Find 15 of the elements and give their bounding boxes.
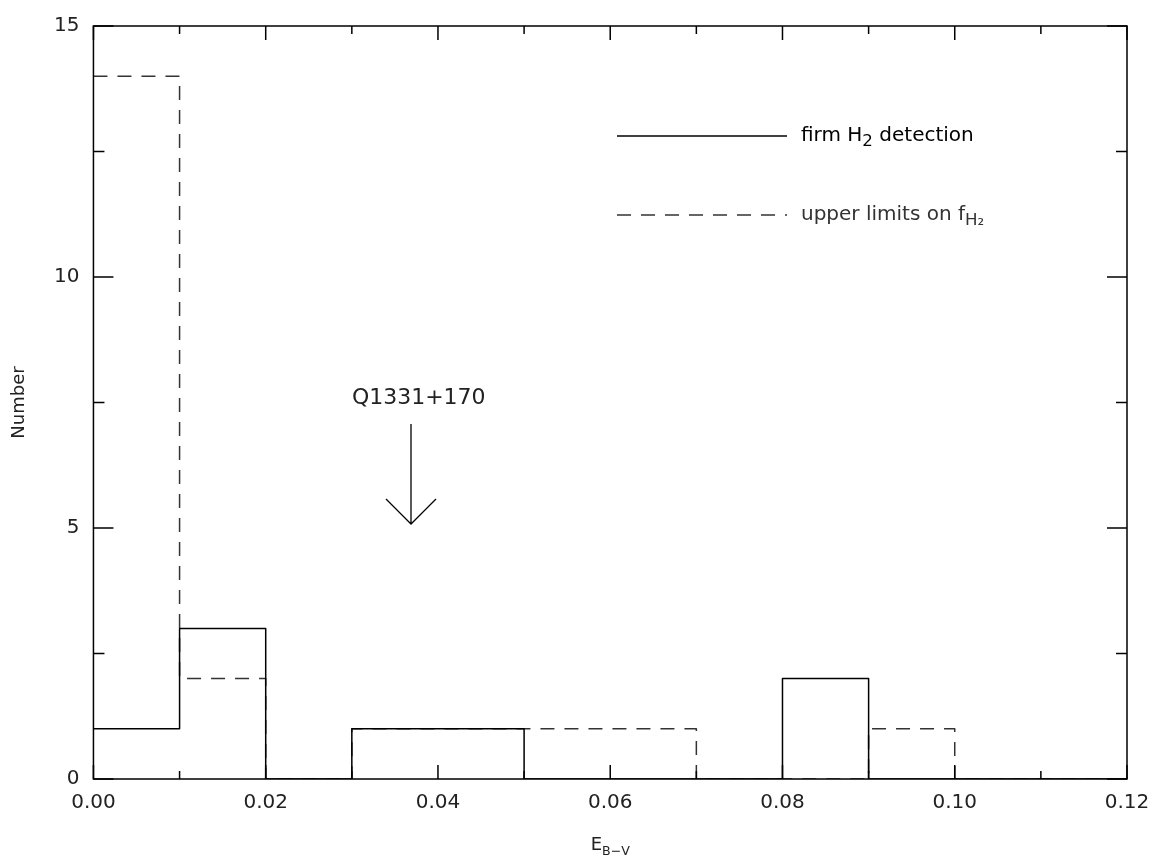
- y-tick-label: 0: [66, 765, 80, 790]
- x-tick-label: 0.00: [71, 789, 116, 814]
- x-tick-label: 0.12: [1104, 789, 1150, 814]
- x-tick-label: 0.06: [587, 789, 633, 814]
- y-axis-title: Number: [7, 365, 28, 439]
- y-tick-label: 10: [54, 263, 80, 288]
- x-tick-label: 0.02: [243, 789, 288, 814]
- x-tick-label: 0.10: [932, 789, 978, 814]
- text: firm H$_{2}$ detection: [801, 121, 974, 150]
- y-tick-label: 5: [66, 514, 80, 539]
- y-tick-label: 15: [54, 12, 80, 37]
- text: upper limits on f$_{H₂}$: [801, 200, 985, 229]
- x-tick-label: 0.04: [415, 789, 461, 814]
- annotation: Q1331+170: [351, 383, 486, 409]
- x-tick-label: 0.08: [760, 789, 805, 814]
